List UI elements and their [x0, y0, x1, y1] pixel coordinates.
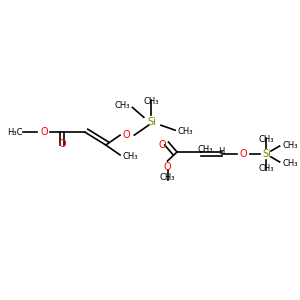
Text: Si: Si — [262, 149, 272, 159]
Text: CH₃: CH₃ — [160, 173, 175, 182]
Text: CH₃: CH₃ — [259, 135, 274, 144]
Text: CH₃: CH₃ — [114, 101, 130, 110]
Text: O: O — [123, 130, 130, 140]
Text: CH₃: CH₃ — [282, 140, 298, 149]
Text: O: O — [40, 127, 48, 137]
Text: CH₃: CH₃ — [178, 127, 194, 136]
Text: O: O — [164, 162, 171, 172]
Text: CH₃: CH₃ — [144, 98, 159, 106]
Text: O: O — [158, 140, 166, 150]
Text: CH₃: CH₃ — [282, 159, 298, 168]
Text: CH₃: CH₃ — [198, 145, 213, 154]
Text: O: O — [240, 149, 247, 159]
Text: Si: Si — [147, 117, 156, 127]
Text: H₃C: H₃C — [7, 128, 22, 137]
Text: H: H — [218, 147, 225, 156]
Text: CH₃: CH₃ — [123, 152, 138, 161]
Text: O: O — [58, 139, 66, 149]
Text: CH₃: CH₃ — [259, 164, 274, 173]
